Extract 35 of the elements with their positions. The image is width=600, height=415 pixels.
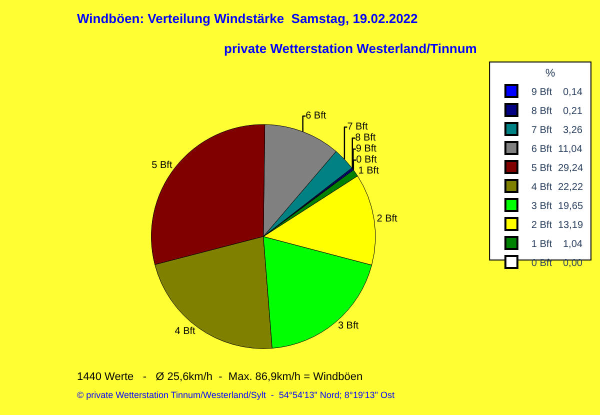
slice-label: 4 Bft xyxy=(174,326,196,337)
text: © private Wetterstation Tinnum/Westerland/Sylt - 54°54'13" Nord; 8°19'13" Ost xyxy=(77,390,395,400)
slice-label: 3 Bft xyxy=(338,320,359,332)
legend-label: 9 Bft xyxy=(531,86,552,98)
slice-label: 8 Bft xyxy=(355,132,376,144)
legend-title: % xyxy=(545,68,556,80)
legend-label: 6 Bft xyxy=(531,144,552,155)
slice-label: 2 Bft xyxy=(376,213,398,224)
legend-label: 3 Bft xyxy=(531,200,552,212)
slice-label: 9 Bft xyxy=(356,144,377,155)
text: 0,00 xyxy=(563,258,582,269)
legend-label: 1 Bft xyxy=(531,238,552,250)
slice-label: 7 Bft xyxy=(347,122,368,133)
chart-title: Windböen: Verteilung Windstärke Samstag, 19.02.2022 xyxy=(77,11,418,26)
data-label: 19,65 xyxy=(558,201,584,212)
data-label: 0,14 xyxy=(563,87,583,98)
data-label: 13,19 xyxy=(558,220,584,231)
legend-label: 7 Bft xyxy=(531,124,552,136)
data-label: 29,24 xyxy=(558,163,584,174)
data-label: 3,26 xyxy=(563,125,583,136)
data-label: 0,21 xyxy=(563,106,583,117)
slice-label: 6 Bft xyxy=(306,110,326,122)
data-label: 22,22 xyxy=(558,182,584,193)
text: 1440 Werte - Ø 25,6km/h - Max. 86,9km/h = Windböen xyxy=(77,371,363,383)
category-label: 0 Bft xyxy=(356,154,377,166)
legend-label: 2 Bft xyxy=(531,220,552,231)
slice-label: 1 Bft xyxy=(358,166,380,177)
chart-subtitle: private Wetterstation Westerland/Tinnum xyxy=(224,41,477,56)
legend-label: 0 Bft xyxy=(531,258,552,269)
data-label: 11,04 xyxy=(558,144,583,155)
data-label: 1,04 xyxy=(563,239,583,250)
legend-label: 5 Bft xyxy=(531,162,552,174)
legend-label: 4 Bft xyxy=(531,182,552,193)
slice-label: 5 Bft xyxy=(152,160,172,171)
legend-label: 8 Bft xyxy=(531,106,552,117)
